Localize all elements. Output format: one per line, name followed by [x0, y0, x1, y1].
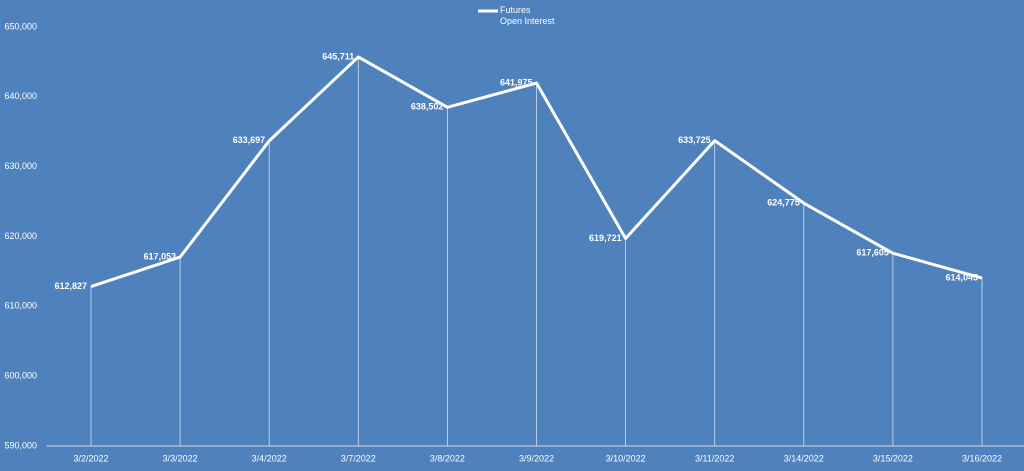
x-tick-label: 3/14/2022 — [784, 453, 824, 463]
data-label: 617,605 — [856, 248, 889, 258]
x-tick-label: 3/2/2022 — [73, 453, 108, 463]
data-label: 633,697 — [233, 135, 266, 145]
x-tick-label: 3/8/2022 — [430, 453, 465, 463]
x-tick-label: 3/4/2022 — [252, 453, 287, 463]
data-label: 619,721 — [589, 233, 622, 243]
y-tick-label: 590,000 — [4, 440, 37, 450]
data-label: 645,711 — [322, 51, 354, 61]
legend-label: Futures Open Interest — [500, 5, 555, 26]
x-tick-label: 3/9/2022 — [519, 453, 554, 463]
y-tick-label: 620,000 — [4, 231, 37, 241]
x-tick-label: 3/11/2022 — [695, 453, 734, 463]
data-label: 614,045 — [945, 272, 978, 282]
y-tick-label: 650,000 — [4, 21, 37, 31]
x-tick-label: 3/16/2022 — [962, 453, 1002, 463]
series-line — [90, 55, 983, 289]
x-tick-label: 3/15/2022 — [873, 453, 913, 463]
x-tick-label: 3/3/2022 — [163, 453, 198, 463]
x-tick-label: 3/10/2022 — [606, 453, 646, 463]
x-tick-label: 3/7/2022 — [341, 453, 376, 463]
data-label: 612,827 — [54, 281, 87, 291]
data-label: 624,775 — [767, 198, 800, 208]
data-label: 641,975 — [500, 77, 533, 87]
y-tick-label: 640,000 — [4, 91, 37, 101]
y-tick-label: 610,000 — [4, 301, 37, 311]
data-label: 633,725 — [678, 135, 711, 145]
data-label: 617,053 — [144, 251, 177, 261]
y-tick-label: 600,000 — [4, 371, 37, 381]
y-tick-label: 630,000 — [4, 161, 37, 171]
data-label: 638,502 — [411, 102, 444, 112]
